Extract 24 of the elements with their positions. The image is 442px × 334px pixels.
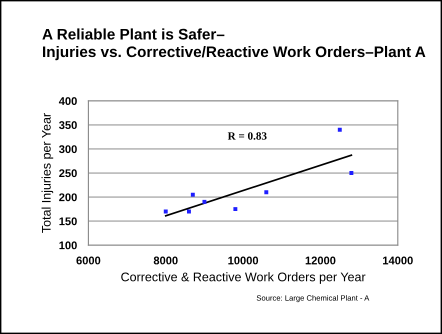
x-axis-title: Corrective & Reactive Work Orders per Year [121, 272, 366, 284]
x-tick-label: 6000 [76, 256, 100, 264]
y-tick-label: 150 [59, 217, 77, 226]
point [186, 210, 191, 214]
x-tick-label: 12000 [306, 256, 336, 264]
point [338, 128, 342, 132]
x-tick-label: 8000 [154, 256, 178, 264]
point [349, 171, 354, 175]
y-tick-label: 400 [58, 97, 77, 106]
x-tick-label: 10000 [228, 256, 258, 264]
point [202, 200, 206, 204]
point [164, 210, 168, 214]
y-tick-label: 300 [59, 145, 77, 154]
point [190, 192, 195, 197]
y-tick-label: 350 [59, 121, 77, 130]
y-axis-title: Total Injuries per Year [42, 113, 54, 233]
point [233, 207, 238, 212]
y-tick-label: 100 [59, 241, 77, 250]
y-tick-label: 200 [59, 193, 77, 202]
x-tick-label: 14000 [383, 256, 413, 264]
chart-title: A Reliable Plant is Safer– Injuries vs. Corrective/Reactive Work Orders–Plant A [42, 28, 426, 60]
annotation: R = 0.83 [228, 132, 267, 140]
y-tick-label: 250 [59, 169, 77, 178]
point [264, 190, 268, 194]
